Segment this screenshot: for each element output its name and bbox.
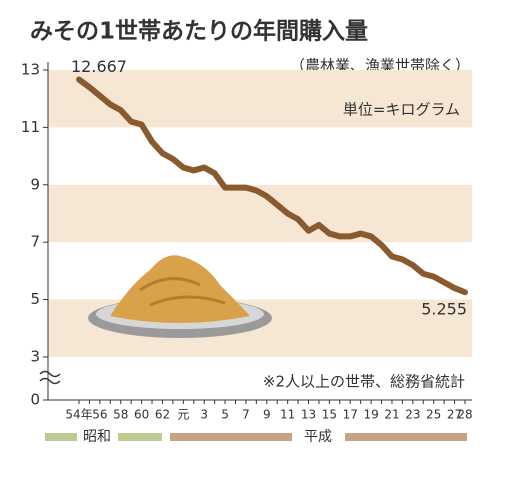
band xyxy=(48,70,472,128)
unit-note: 単位=キログラム xyxy=(343,101,460,119)
axis-break xyxy=(39,370,61,385)
x-tick-label: 5 xyxy=(221,408,229,422)
x-tick-label: 28 xyxy=(457,408,472,422)
data-label: 12.667 xyxy=(71,57,127,76)
x-tick-label: 27 xyxy=(447,408,462,422)
y-tick-label: 0 xyxy=(30,391,40,409)
y-tick-label: 13 xyxy=(21,61,40,79)
x-tick-label: 19 xyxy=(363,408,378,422)
era-label: 昭和 xyxy=(83,429,111,445)
x-tick-label: 56 xyxy=(92,408,107,422)
break-mark xyxy=(39,370,61,385)
miso-illustration xyxy=(88,255,272,338)
miso xyxy=(110,255,250,323)
era-bar-heisei xyxy=(345,433,467,441)
era-label: 平成 xyxy=(304,429,332,445)
x-tick-label: 15 xyxy=(322,408,337,422)
x-tick-label: 23 xyxy=(405,408,420,422)
y-tick-label: 7 xyxy=(30,233,40,251)
y-tick-label: 5 xyxy=(30,290,40,308)
x-tick-label: 9 xyxy=(263,408,271,422)
x-tick-label: 58 xyxy=(113,408,128,422)
era-bar-showa xyxy=(118,433,162,441)
x-tick-label: 21 xyxy=(384,408,399,422)
x-tick-label: 60 xyxy=(134,408,149,422)
miso-texture xyxy=(139,277,226,307)
x-tick-label: 17 xyxy=(343,408,358,422)
data-label: 5.255 xyxy=(421,300,467,319)
era-bar-heisei xyxy=(170,433,292,441)
x-tick-label: 7 xyxy=(242,408,250,422)
chart-title: みその1世帯あたりの年間購入量 xyxy=(30,18,368,45)
x-tick-label: 25 xyxy=(426,408,441,422)
x-tick-label: 元 xyxy=(177,408,189,422)
x-tick-label: 11 xyxy=(280,408,295,422)
x-tick-label: 13 xyxy=(301,408,316,422)
y-tick-label: 11 xyxy=(21,118,40,136)
era-bar: 昭和 平成 xyxy=(45,429,467,445)
x-tick-label: 62 xyxy=(155,408,170,422)
source-note: ※2人以上の世帯、総務省統計 xyxy=(263,373,465,391)
y-tick-label: 3 xyxy=(30,347,40,365)
x-tick-label: 3 xyxy=(200,408,208,422)
era-bar-showa xyxy=(45,433,77,441)
x-tick-label: 54年 xyxy=(65,408,92,422)
data-line xyxy=(76,76,468,296)
y-tick-label: 9 xyxy=(30,175,40,193)
